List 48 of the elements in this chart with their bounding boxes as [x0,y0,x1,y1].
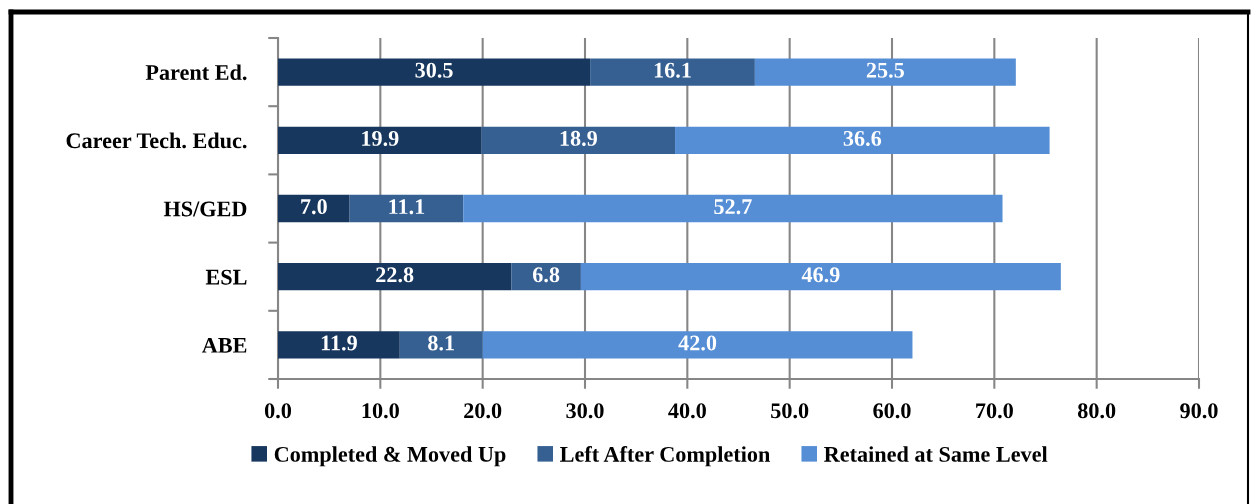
bar [278,331,400,359]
data-label: 11.9 [321,335,357,351]
x-tick-label: 90.0 [1180,403,1218,419]
legend-label: Retained at Same Level [824,446,1048,462]
x-tick-label: 20.0 [464,403,502,419]
bar [481,126,676,154]
bar [675,126,1050,154]
y-tick-label: Parent Ed. [145,64,247,81]
x-tick-label: 70.0 [976,403,1013,419]
data-label: 18.9 [560,130,597,146]
y-tick-label: HS/GED [163,201,247,217]
data-label: 42.0 [678,335,717,351]
data-label: 52.7 [714,199,752,215]
data-label: 46.9 [801,267,840,283]
x-tick-label: 10.0 [362,403,399,419]
y-tick-label: ABE [201,337,247,353]
y-tick-label: Career Tech. Educ. [66,132,247,149]
legend-label: Left After Completion [560,445,771,467]
data-label: 8.1 [428,335,454,351]
data-label: 19.9 [362,130,399,146]
bar [399,331,483,359]
y-tick-label: ESL [205,269,247,285]
data-label: 6.8 [532,267,560,283]
x-tick-label: 60.0 [873,403,911,419]
x-tick-label: 30.0 [566,403,604,419]
bar [278,126,482,154]
data-label: 25.5 [866,62,904,78]
data-label: 22.8 [376,267,414,283]
bar [590,58,755,86]
x-tick-label: 40.0 [668,403,706,419]
bar [278,194,350,223]
x-tick-label: 80.0 [1077,403,1116,419]
legend-label: Completed & Moved Up [274,446,506,467]
data-label: 11.1 [389,199,425,215]
bar [349,194,464,223]
bar [580,263,1061,291]
data-label: 7.0 [301,199,327,215]
data-label: 30.5 [415,62,453,78]
x-tick-label: 0.0 [264,403,292,419]
x-tick-label: 50.0 [771,403,809,419]
bar [754,58,1016,86]
bar [511,263,581,291]
bar [278,58,591,86]
bar [482,331,913,359]
data-label: 16.1 [654,62,691,78]
bar [463,194,1003,223]
data-label: 36.6 [843,130,882,146]
bar [278,263,512,291]
